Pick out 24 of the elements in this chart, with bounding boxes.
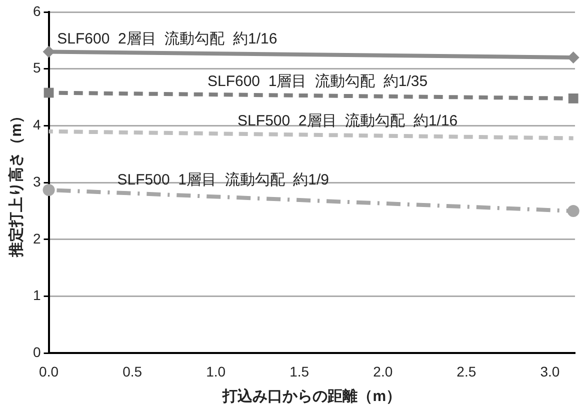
series-label: SLF600 2層目 流動勾配 約1/16 [57,30,278,48]
series-label: SLF500 2層目 流動勾配 約1/16 [238,112,458,130]
x-axis-title: 打込み口からの距離（m） [222,388,402,406]
x-tick-label: 1.5 [290,363,310,380]
x-tick-label: 0.0 [39,363,59,380]
y-tick-label: 3 [32,173,41,190]
x-tick-label: 3.0 [540,363,560,380]
point [568,93,578,104]
point [42,184,55,196]
y-axis-title: 推定打上り高さ（m） [7,108,26,258]
y-tick-label: 5 [32,60,41,76]
y-tick-label: 1 [32,287,41,304]
x-tick-label: 2.0 [373,363,393,380]
y-tick-label: 6 [32,2,41,19]
point [44,88,54,98]
y-tick-label: 2 [32,230,41,246]
y-tick-label: 4 [32,116,41,133]
point [567,205,580,218]
series-label: SLF600 1層目 流動勾配 約1/35 [207,73,428,90]
x-tick-label: 0.5 [122,363,142,380]
y-tick-label: 0 [32,344,41,360]
series-label: SLF500 1層目 流動勾配 約1/9 [117,171,330,188]
x-tick-label: 1.0 [206,363,226,380]
x-tick-label: 2.5 [456,363,476,380]
